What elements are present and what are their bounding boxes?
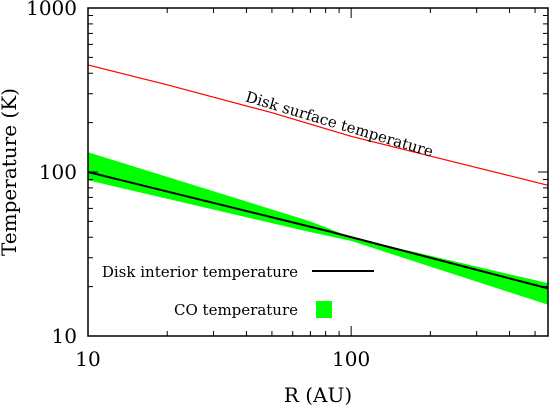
surface-temperature-annotation: Disk surface temperature — [243, 88, 435, 161]
legend: Disk interior temperature CO temperature — [102, 263, 374, 319]
legend-label-interior: Disk interior temperature — [102, 263, 298, 281]
plot-frame — [87, 7, 549, 337]
y-axis-label: Temperature (K) — [0, 88, 21, 256]
y-tick-label: 100 — [39, 160, 77, 184]
legend-key-co — [316, 301, 332, 318]
x-tick-label: 100 — [332, 347, 370, 371]
x-tick-label: 10 — [75, 347, 100, 371]
disk-surface-temperature-line — [87, 64, 549, 186]
y-tick-label: 10 — [52, 324, 77, 348]
x-axis-label: R (AU) — [284, 383, 352, 407]
legend-label-co: CO temperature — [174, 301, 298, 319]
series-lines-layer — [87, 64, 549, 290]
y-tick-label: 1000 — [26, 0, 77, 20]
axis-tick-labels: 10 100 10 100 1000 — [26, 0, 370, 371]
axis-ticks — [87, 7, 548, 337]
disk-interior-temperature-line — [87, 171, 549, 290]
